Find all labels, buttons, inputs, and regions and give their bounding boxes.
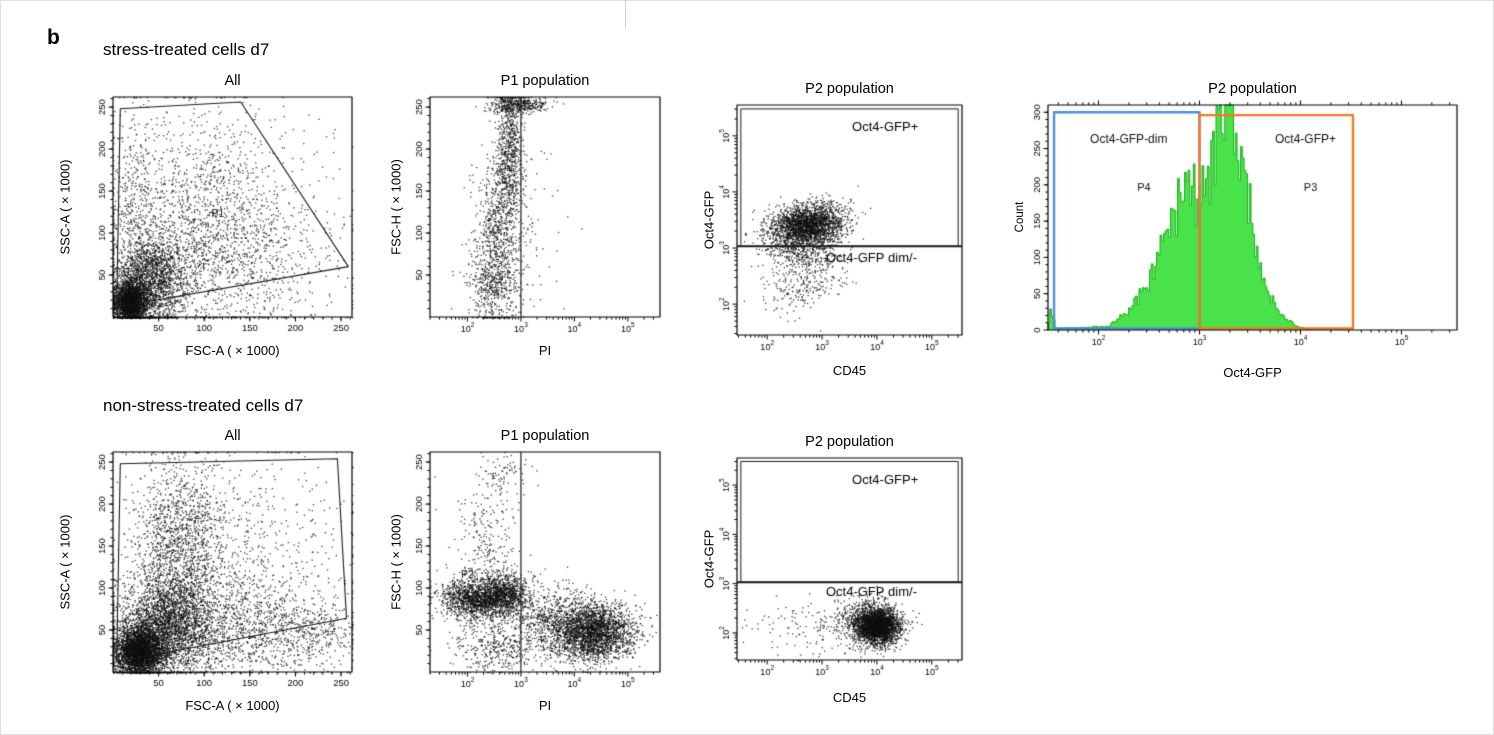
histogram-canvas-gfp (1006, 97, 1469, 364)
scatter-canvas-cd45-gfp (695, 450, 974, 694)
x-axis-label: FSC-A ( × 1000) (185, 698, 280, 713)
plot-r2-p2-population: P2 population Oct4-GFP CD45 (695, 434, 974, 705)
x-axis-label: CD45 (832, 690, 867, 705)
scatter-canvas-cd45-gfp (695, 97, 974, 369)
plot-title: P1 population (500, 73, 590, 89)
plot-r1-p1-population: P1 population FSC-H ( × 1000) PI (388, 73, 672, 358)
scatter-canvas-pi-fsch (388, 89, 672, 351)
plot-r1-histogram: P2 population Count Oct4-GFP (1006, 81, 1469, 380)
plot-r1-all: All SSC-A ( × 1000) FSC-A ( × 1000) (58, 73, 364, 358)
x-axis-label: Oct4-GFP (1223, 365, 1282, 380)
scatter-canvas-pi-fsch (388, 444, 672, 706)
scatter-canvas-fsc-ssc (71, 89, 364, 351)
plot-title: P2 population (805, 434, 894, 450)
row-title-stress: stress-treated cells d7 (103, 40, 270, 59)
plot-title: All (224, 428, 241, 444)
plot-title: P2 population (805, 81, 894, 97)
x-axis-label: FSC-A ( × 1000) (185, 343, 280, 358)
panel-label: b (47, 26, 60, 49)
row-title-non-stress: non-stress-treated cells d7 (103, 396, 304, 415)
plot-title: P2 population (1208, 81, 1297, 97)
plot-title: P1 population (500, 428, 590, 444)
plot-r1-p2-population: P2 population Oct4-GFP CD45 (695, 81, 974, 378)
plot-r2-p1-population: P1 population FSC-H ( × 1000) PI (388, 428, 672, 713)
plot-title: All (224, 73, 241, 89)
page-column-divider (625, 0, 626, 28)
plot-r2-all: All SSC-A ( × 1000) FSC-A ( × 1000) (58, 428, 364, 713)
x-axis-label: PI (538, 698, 552, 713)
scatter-canvas-fsc-ssc (71, 444, 364, 706)
x-axis-label: PI (538, 343, 552, 358)
x-axis-label: CD45 (832, 363, 867, 378)
